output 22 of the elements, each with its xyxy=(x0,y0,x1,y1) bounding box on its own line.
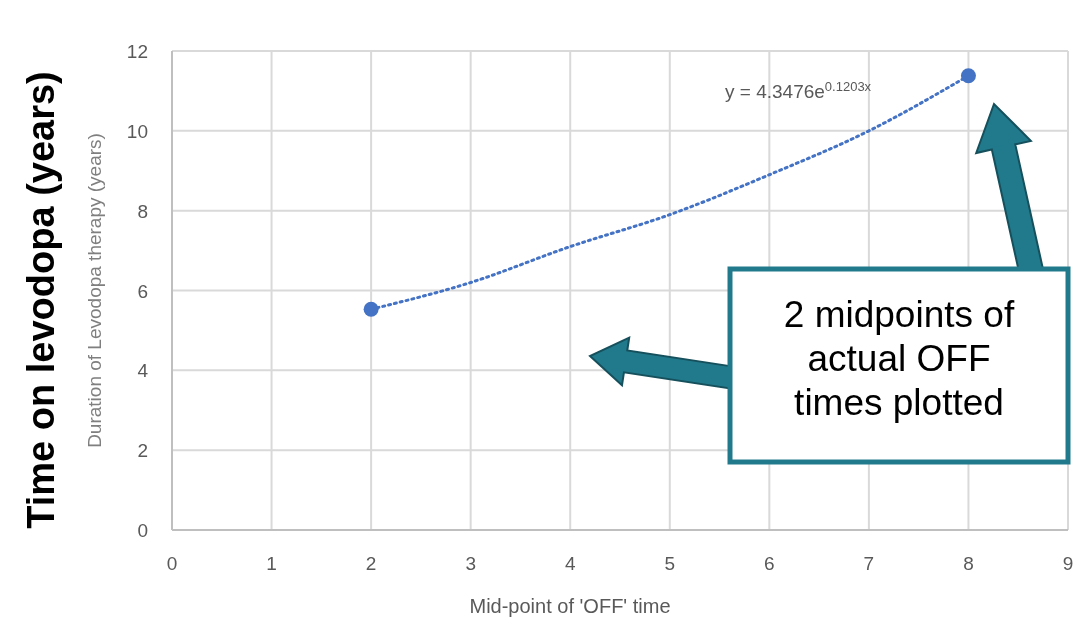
y-tick-label: 0 xyxy=(137,520,148,541)
y-tick-label: 8 xyxy=(137,200,148,222)
y-tick-label: 6 xyxy=(137,280,148,302)
y-tick-label: 12 xyxy=(126,41,148,62)
text: Time on levodopa (years) xyxy=(20,71,62,529)
x-tick-label: 0 xyxy=(166,553,178,574)
x-tick-label: 7 xyxy=(863,553,875,574)
x-axis-title: Mid-point of 'OFF' time xyxy=(469,595,671,617)
x-tick-label: 5 xyxy=(664,553,676,574)
x-tick-label: 4 xyxy=(564,553,576,574)
x-tick-label: 1 xyxy=(266,553,277,574)
x-tick-label: 6 xyxy=(764,553,775,574)
annotation: y = 4.3476e$^{0.1203x}$ xyxy=(725,78,872,102)
y-tick-label: 4 xyxy=(137,360,149,382)
y-tick-label: 10 xyxy=(126,120,148,142)
y-axis-title: Duration of Levodopa therapy (years) xyxy=(84,133,105,448)
x-tick-label: 2 xyxy=(365,553,377,574)
x-tick-label: 9 xyxy=(1062,553,1074,574)
y-tick-label: 2 xyxy=(137,440,148,462)
x-tick-label: 8 xyxy=(963,553,974,574)
annotation: 2 midpoints of actual OFF times plotted xyxy=(783,294,1015,423)
x-tick-label: 3 xyxy=(465,553,476,574)
